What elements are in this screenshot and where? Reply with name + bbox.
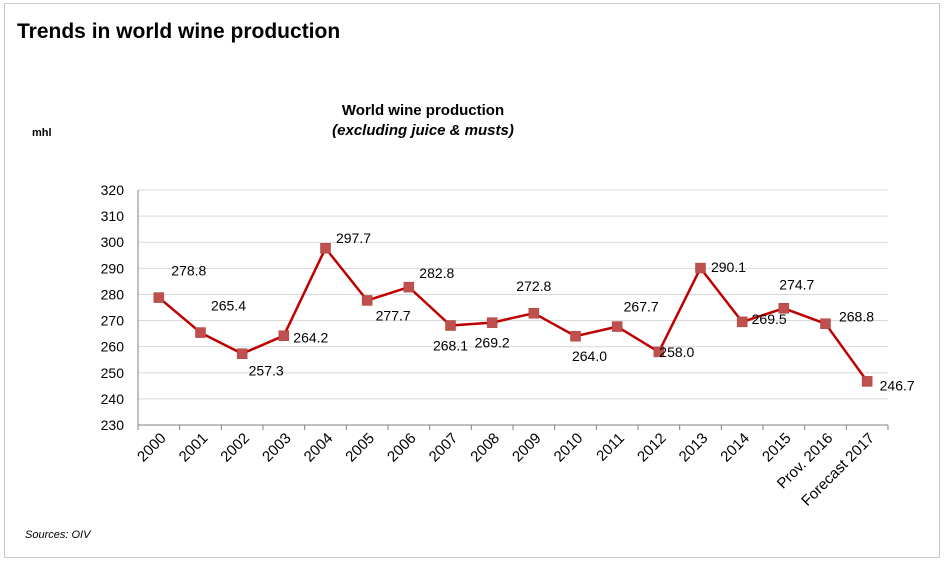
x-tick-label: 2008 bbox=[467, 430, 503, 466]
x-tick-label: 2001 bbox=[176, 430, 212, 466]
data-label: 267.7 bbox=[624, 299, 659, 315]
data-point-marker bbox=[361, 295, 373, 306]
chart-title-block: World wine production (excluding juice &… bbox=[220, 101, 626, 141]
y-tick-label: 280 bbox=[101, 286, 125, 302]
data-point-marker bbox=[861, 376, 873, 387]
source-note: Sources: OIV bbox=[25, 529, 91, 541]
data-label: 277.7 bbox=[376, 307, 411, 323]
data-label: 269.2 bbox=[475, 335, 510, 351]
data-point-marker bbox=[320, 242, 331, 254]
x-tick-label: 2000 bbox=[134, 430, 170, 466]
data-point-marker bbox=[611, 321, 623, 332]
x-tick-label: 2014 bbox=[717, 430, 753, 466]
x-tick-label: 2011 bbox=[593, 430, 628, 465]
x-tick-label: 2007 bbox=[426, 430, 462, 466]
x-tick-label: 2006 bbox=[384, 430, 420, 466]
slide-title: Trends in world wine production bbox=[17, 20, 341, 43]
chart-title: World wine production bbox=[341, 102, 505, 119]
y-tick-label: 300 bbox=[101, 234, 125, 250]
y-tick-label: 310 bbox=[101, 208, 125, 224]
data-label: 274.7 bbox=[779, 276, 814, 292]
x-tick-label: 2004 bbox=[301, 430, 337, 466]
series-line bbox=[157, 246, 869, 383]
data-point-marker bbox=[820, 318, 831, 329]
y-tick-label: 260 bbox=[101, 339, 125, 355]
x-tick-label: 2003 bbox=[259, 430, 295, 466]
data-label: 268.8 bbox=[839, 309, 874, 325]
x-tick-label: 2002 bbox=[217, 430, 253, 466]
data-label: 258.0 bbox=[659, 344, 694, 360]
data-point-marker bbox=[653, 346, 665, 358]
y-tick-label: 240 bbox=[101, 391, 125, 407]
y-tick-label: 290 bbox=[101, 260, 125, 276]
slide-frame bbox=[4, 3, 940, 558]
data-point-marker bbox=[403, 281, 415, 293]
x-tick-label: 2005 bbox=[342, 430, 378, 466]
x-tick-label: 2009 bbox=[509, 430, 545, 466]
data-label: 265.4 bbox=[211, 298, 246, 314]
data-point-marker bbox=[278, 330, 290, 341]
data-label: 272.8 bbox=[516, 278, 551, 294]
data-label: 269.5 bbox=[752, 311, 787, 327]
x-tick-label: 2015 bbox=[759, 430, 795, 466]
data-point-marker bbox=[778, 303, 790, 314]
x-tick-label: 2012 bbox=[634, 430, 670, 466]
x-tick-label: Forecast 2017 bbox=[798, 430, 878, 510]
data-point-marker bbox=[195, 327, 206, 338]
data-label: 268.1 bbox=[433, 338, 468, 354]
data-point-marker bbox=[236, 348, 248, 359]
y-tick-label: 230 bbox=[101, 417, 125, 433]
y-tick-label: 320 bbox=[101, 182, 125, 198]
data-label: 282.8 bbox=[419, 265, 454, 281]
data-point-marker bbox=[445, 320, 456, 331]
data-label: 257.3 bbox=[249, 363, 284, 379]
chart-subtitle: (excluding juice & musts) bbox=[332, 122, 514, 139]
data-label: 290.1 bbox=[711, 259, 746, 275]
data-point-marker bbox=[528, 307, 540, 319]
data-label: 264.0 bbox=[572, 348, 607, 364]
data-point-marker bbox=[570, 330, 581, 342]
y-tick-label: 250 bbox=[101, 365, 125, 381]
data-point-marker bbox=[486, 317, 498, 328]
data-label: 297.7 bbox=[336, 230, 371, 246]
data-point-marker bbox=[695, 262, 706, 274]
data-label: 278.8 bbox=[171, 263, 206, 279]
data-label: 246.7 bbox=[880, 377, 915, 393]
data-point-marker bbox=[736, 316, 748, 328]
y-axis-unit-label: mhl bbox=[32, 127, 52, 139]
data-label: 264.2 bbox=[293, 330, 328, 346]
y-tick-label: 270 bbox=[101, 313, 125, 329]
data-point-marker bbox=[153, 292, 165, 303]
x-tick-label: 2010 bbox=[551, 430, 587, 466]
x-tick-label: 2013 bbox=[676, 430, 712, 466]
